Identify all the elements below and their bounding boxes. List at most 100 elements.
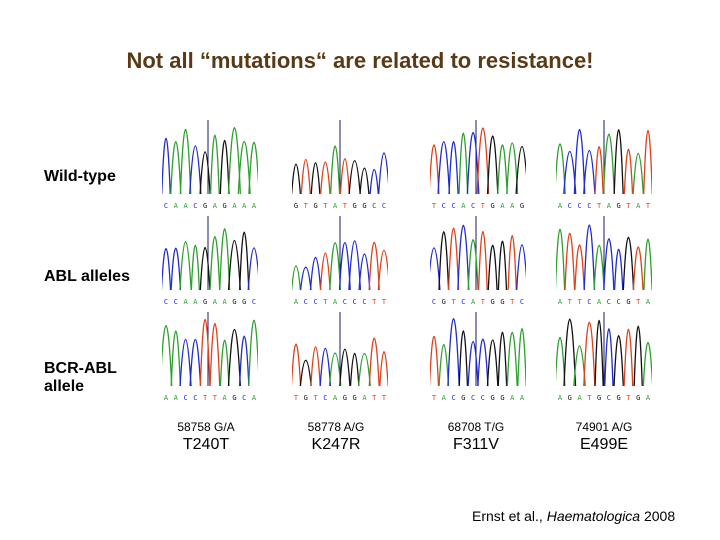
trace-peak	[437, 141, 451, 195]
trace-peak	[328, 352, 342, 387]
trace-peak	[583, 224, 596, 291]
trace-peak	[604, 328, 614, 387]
base-call-glyph: A	[242, 202, 247, 210]
trace-peak	[613, 248, 624, 291]
trace-peak	[292, 163, 301, 195]
row-label-abl-alleles: ABL alleles	[44, 268, 130, 285]
trace-peak	[564, 232, 576, 291]
trace-peak	[516, 244, 526, 291]
base-call-glyph: A	[500, 202, 505, 210]
trace-peak	[563, 318, 577, 387]
trace-peak	[497, 144, 508, 195]
base-call-glyph: C	[372, 202, 376, 210]
trace-peak	[199, 246, 211, 291]
base-call-glyph: G	[617, 394, 621, 402]
trace-peak	[368, 241, 380, 291]
base-call-glyph: C	[183, 394, 187, 402]
trace-peak	[613, 129, 624, 195]
base-call-glyph: C	[164, 298, 168, 306]
base-call-glyph: G	[353, 202, 357, 210]
trace-peak	[339, 348, 351, 387]
base-call-glyph: A	[183, 202, 188, 210]
trace-peak	[248, 319, 258, 387]
trace-peak	[632, 246, 644, 291]
trace-peak	[162, 247, 172, 291]
trace-peak	[170, 330, 181, 387]
trace-peak	[583, 321, 596, 387]
base-call-glyph: T	[510, 298, 515, 306]
base-call-glyph: G	[520, 202, 524, 210]
base-call-glyph: A	[636, 202, 641, 210]
base-call-glyph: T	[597, 202, 602, 210]
amino-acid-change-4: E499E	[579, 436, 629, 453]
base-call-glyph: G	[597, 394, 601, 402]
trace-peak	[179, 241, 192, 291]
base-call-glyph: G	[491, 202, 495, 210]
base-call-glyph: T	[203, 394, 208, 402]
trace-peak	[517, 328, 526, 387]
trace-peak	[348, 240, 362, 291]
trace-peak	[189, 338, 202, 387]
base-call-glyph: A	[294, 298, 299, 306]
amino-acid-change-3: F311V	[453, 436, 499, 453]
trace-peak	[162, 324, 173, 387]
trace-peak	[329, 242, 342, 291]
base-call-glyph: A	[333, 298, 338, 306]
base-call-glyph: G	[294, 202, 298, 210]
base-call-glyph: G	[362, 202, 366, 210]
base-call-glyph: T	[587, 394, 592, 402]
trace-peak	[573, 345, 586, 387]
base-call-glyph: C	[242, 394, 246, 402]
trace-peak	[448, 141, 459, 195]
base-call-glyph: C	[471, 394, 475, 402]
trace-peak	[292, 265, 302, 291]
base-call-glyph: T	[626, 202, 631, 210]
trace-peak	[573, 128, 586, 195]
trace-peak	[603, 238, 615, 291]
base-call-glyph: C	[353, 298, 357, 306]
trace-peak	[556, 228, 566, 291]
trace-peak	[237, 140, 251, 195]
trace-peak	[310, 162, 321, 195]
base-call-glyph: A	[362, 394, 367, 402]
trace-peak	[299, 359, 312, 387]
base-call-glyph: G	[491, 394, 495, 402]
mutation-position-4: 74901 A/G	[575, 420, 633, 434]
trace-peak	[507, 234, 517, 291]
trace-peak	[179, 338, 192, 387]
base-call-glyph: T	[323, 298, 328, 306]
trace-peak	[497, 331, 508, 387]
base-call-glyph: T	[481, 298, 486, 306]
base-call-glyph: C	[568, 202, 572, 210]
base-call-glyph: C	[451, 394, 455, 402]
trace-peak	[292, 343, 302, 387]
trace-peak	[602, 133, 615, 195]
base-call-glyph: G	[636, 394, 640, 402]
base-call-glyph: A	[213, 202, 218, 210]
base-call-glyph: T	[343, 202, 348, 210]
trace-peak	[556, 143, 566, 195]
trace-peak	[190, 244, 200, 291]
base-call-glyph: C	[587, 298, 591, 306]
mutation-position-1: 58758 G/A	[177, 420, 235, 434]
citation-year: 2008	[640, 508, 676, 524]
base-call-glyph: A	[577, 394, 582, 402]
base-call-glyph: A	[471, 298, 476, 306]
trace-peak	[170, 140, 182, 195]
base-call-glyph: T	[451, 298, 456, 306]
base-call-glyph: A	[442, 394, 447, 402]
trace-peak	[506, 331, 518, 387]
trace-peak	[368, 337, 380, 387]
trace-peak	[506, 142, 519, 195]
base-call-glyph: A	[510, 202, 515, 210]
base-call-glyph: G	[626, 298, 630, 306]
base-call-glyph: A	[232, 202, 237, 210]
trace-peak	[476, 127, 490, 195]
